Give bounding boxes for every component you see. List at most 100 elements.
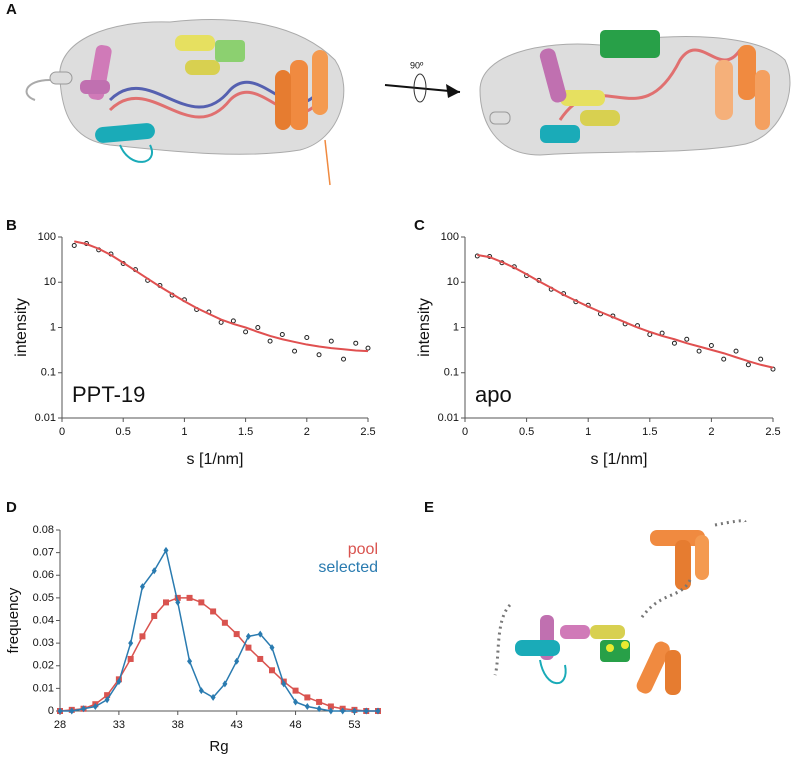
data-point — [316, 705, 322, 713]
structure-left — [25, 19, 345, 186]
structure-e — [493, 519, 747, 695]
data-point — [279, 332, 285, 338]
y-axis-label: intensity — [416, 298, 433, 357]
annotation: PPT-19 — [72, 382, 145, 407]
data-point — [139, 583, 145, 591]
panel-label: A — [6, 1, 17, 18]
data-point — [267, 338, 273, 344]
data-point — [163, 599, 169, 606]
y-tick-label: 0.04 — [33, 614, 54, 626]
y-axis-label: intensity — [13, 298, 30, 357]
x-axis-label: s [1/nm] — [591, 451, 648, 468]
panel-label: C — [414, 217, 425, 234]
x-tick-label: 1.5 — [642, 426, 657, 438]
x-tick-label: 2.5 — [360, 426, 375, 438]
y-tick-label: 0.01 — [35, 412, 56, 424]
data-point — [292, 348, 298, 354]
data-point — [328, 338, 334, 344]
data-point — [316, 698, 323, 705]
data-point — [365, 345, 371, 351]
data-point — [304, 335, 310, 341]
panel-label: B — [6, 217, 17, 234]
data-point — [745, 362, 751, 368]
data-point — [696, 348, 702, 354]
data-point — [221, 619, 228, 626]
data-point — [243, 329, 249, 335]
data-point — [186, 594, 193, 601]
structure-right — [479, 30, 791, 156]
x-axis-label: Rg — [209, 738, 228, 755]
x-tick-label: 28 — [54, 719, 66, 731]
y-tick-label: 10 — [447, 276, 459, 288]
data-point — [116, 678, 122, 686]
data-point — [363, 707, 369, 715]
data-point — [92, 702, 98, 710]
data-point — [187, 657, 193, 665]
y-tick-label: 0.03 — [33, 637, 54, 649]
data-point — [151, 567, 157, 575]
y-tick-label: 100 — [441, 231, 459, 243]
x-tick-label: 48 — [289, 719, 301, 731]
data-point — [257, 655, 264, 662]
data-point — [175, 598, 181, 606]
y-tick-label: 1 — [453, 321, 459, 333]
y-axis-label: frequency — [5, 587, 22, 653]
x-tick-label: 2 — [708, 426, 714, 438]
data-point — [198, 599, 205, 606]
data-point — [174, 594, 181, 601]
data-point — [222, 680, 228, 688]
y-tick-label: 0.1 — [41, 367, 56, 379]
data-point — [684, 336, 690, 342]
data-point — [163, 546, 169, 554]
y-tick-label: 0.05 — [33, 592, 54, 604]
data-point — [234, 657, 240, 665]
x-tick-label: 53 — [348, 719, 360, 731]
y-tick-label: 0.06 — [33, 569, 54, 581]
x-tick-label: 38 — [172, 719, 184, 731]
y-tick-label: 1 — [50, 321, 56, 333]
data-point — [281, 680, 287, 688]
y-tick-label: 0.08 — [33, 524, 54, 536]
x-axis-label: s [1/nm] — [187, 451, 244, 468]
series-line — [74, 240, 369, 353]
data-point — [351, 707, 357, 715]
x-tick-label: 0 — [462, 426, 468, 438]
annotation: apo — [475, 382, 512, 407]
data-point — [151, 612, 158, 619]
y-tick-label: 100 — [38, 231, 56, 243]
data-point — [269, 667, 275, 674]
data-point — [198, 687, 204, 695]
rotation-icon — [413, 73, 427, 103]
data-point — [255, 325, 261, 330]
data-point — [245, 632, 251, 640]
data-point — [245, 644, 252, 651]
x-tick-label: 2 — [304, 426, 310, 438]
y-tick-label: 0.07 — [33, 547, 54, 559]
y-tick-label: 0 — [48, 705, 54, 717]
data-point — [293, 698, 299, 706]
data-point — [708, 343, 714, 349]
x-tick-label: 1 — [585, 426, 591, 438]
panel-label: D — [6, 499, 17, 516]
data-point — [139, 633, 146, 640]
series-line — [477, 254, 774, 369]
panel-label: E — [424, 499, 434, 516]
data-point — [327, 703, 334, 710]
y-tick-label: 0.01 — [438, 412, 459, 424]
data-point — [304, 694, 311, 701]
x-tick-label: 1 — [181, 426, 187, 438]
data-point — [210, 608, 217, 615]
arrow-head — [446, 84, 460, 98]
data-point — [671, 340, 677, 346]
legend-entry: selected — [318, 559, 378, 576]
data-point — [257, 630, 263, 638]
y-tick-label: 0.01 — [33, 682, 54, 694]
data-point — [210, 693, 216, 701]
data-point — [69, 707, 75, 715]
data-point — [341, 356, 347, 362]
x-tick-label: 33 — [113, 719, 125, 731]
data-point — [71, 242, 77, 248]
data-point — [328, 707, 334, 715]
data-point — [758, 356, 764, 362]
